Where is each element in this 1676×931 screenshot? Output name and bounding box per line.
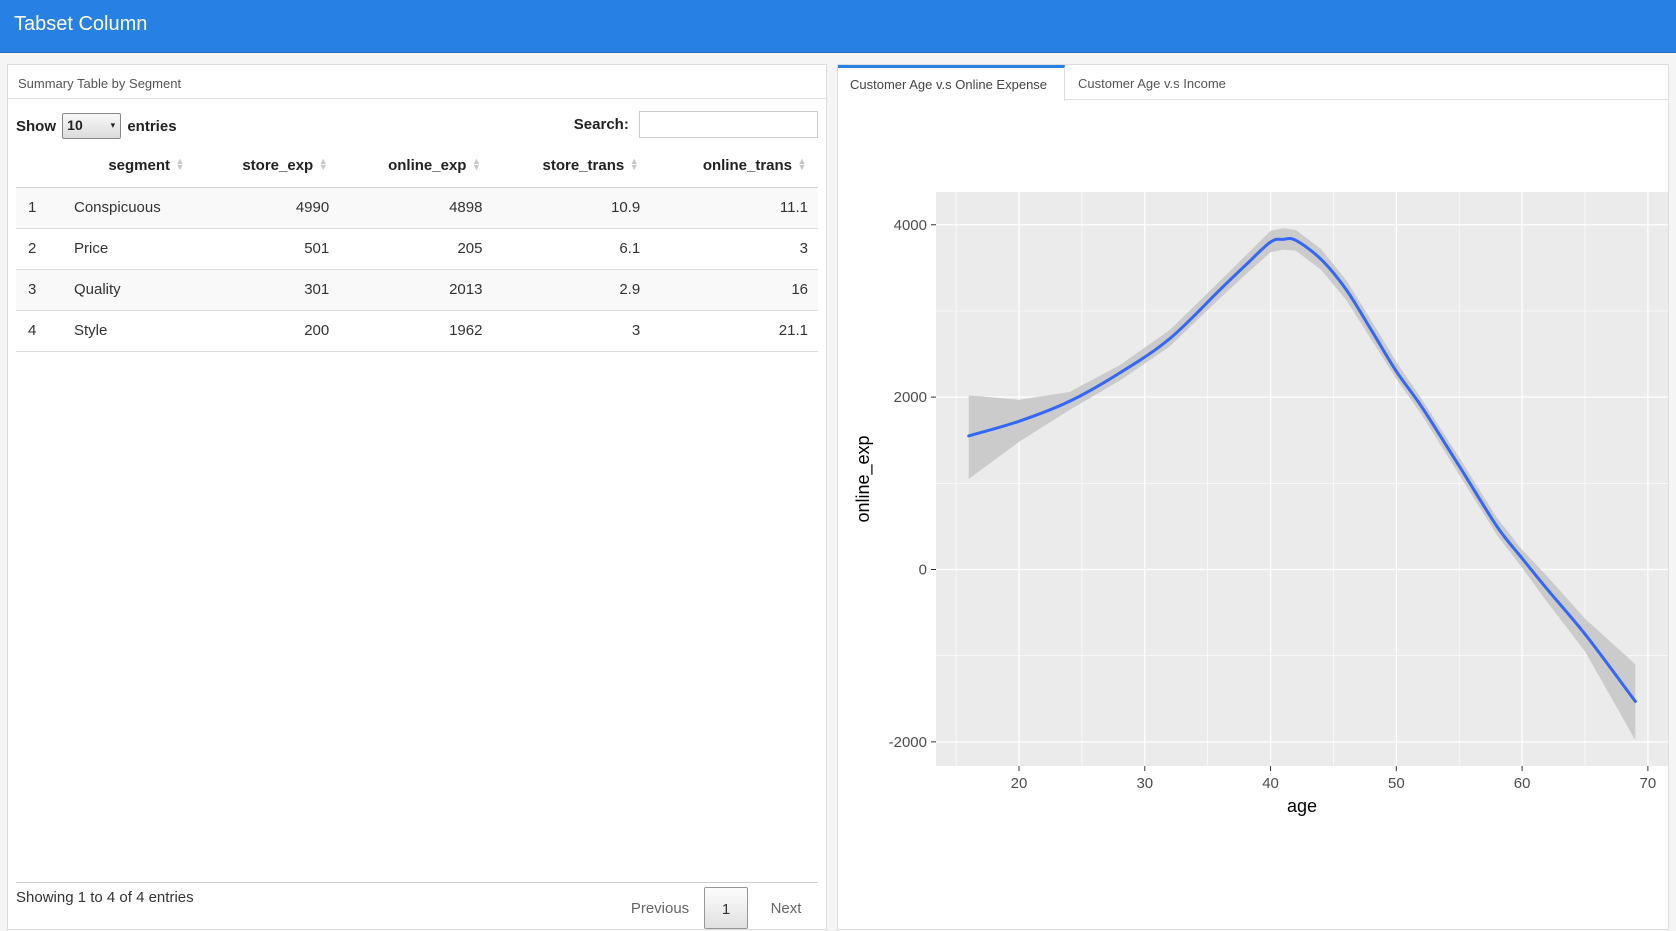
chart-card: Customer Age v.s Online Expense Customer… — [837, 64, 1669, 930]
cell-online-exp: 205 — [339, 228, 493, 270]
previous-page-button[interactable]: Previous — [630, 900, 690, 917]
cell-store-trans: 6.1 — [492, 228, 651, 270]
column-header-label: store_exp — [242, 157, 314, 175]
smooth-line — [967, 236, 1637, 703]
column-header-index — [16, 145, 66, 188]
sort-icon: ▲ ▼ — [797, 156, 807, 173]
x-tick-label: 70 — [1640, 775, 1657, 792]
column-header-store-exp[interactable]: store_exp ▲ ▼ — [196, 145, 340, 188]
confidence-band — [968, 228, 1636, 741]
chevron-down-icon: ▾ — [110, 120, 116, 130]
x-tick-label: 20 — [1011, 775, 1028, 792]
column-header-label: online_exp — [388, 157, 467, 175]
tab-age-vs-online-expense[interactable]: Customer Age v.s Online Expense — [838, 65, 1065, 101]
cell-store-exp: 501 — [196, 228, 340, 270]
column-header-segment[interactable]: segment ▲ ▼ — [66, 145, 196, 188]
chart-tabs: Customer Age v.s Online Expense Customer… — [838, 65, 1668, 101]
table-info: Showing 1 to 4 of 4 entries — [16, 889, 194, 906]
cell-online-trans: 21.1 — [650, 310, 818, 352]
search-label: Search: — [573, 116, 629, 133]
cell-store-exp: 200 — [196, 310, 340, 352]
cell-online-exp: 1962 — [339, 310, 493, 352]
column-header-online-exp[interactable]: online_exp ▲ ▼ — [339, 145, 493, 188]
table-row[interactable]: 4 Style 200 1962 3 21.1 — [16, 310, 818, 352]
page-1-button[interactable]: 1 — [704, 887, 748, 929]
x-tick-label: 60 — [1514, 775, 1531, 792]
cell-segment: Conspicuous — [66, 187, 196, 229]
length-prefix: Show — [16, 117, 56, 135]
length-menu: Show 10 ▾ entries — [16, 113, 177, 139]
navbar: Tabset Column — [0, 0, 1676, 53]
next-page-button[interactable]: Next — [770, 900, 802, 917]
sort-icon: ▲ ▼ — [629, 156, 639, 173]
table-row[interactable]: 2 Price 501 205 6.1 3 — [16, 228, 818, 270]
table-row[interactable]: 1 Conspicuous 4990 4898 10.9 11.1 — [16, 187, 818, 229]
cell-online-exp: 4898 — [339, 187, 493, 229]
cell-online-trans: 11.1 — [650, 187, 818, 229]
x-tick-label: 40 — [1262, 775, 1279, 792]
length-suffix: entries — [127, 117, 177, 135]
sort-icon: ▲ ▼ — [472, 156, 481, 173]
pagination: Previous 1 Next — [618, 887, 818, 931]
card-title: Summary Table by Segment — [8, 65, 826, 99]
column-header-label: online_trans — [702, 157, 792, 175]
y-tick-label: 0 — [919, 561, 927, 578]
sort-icon: ▲ ▼ — [175, 156, 185, 173]
y-tick-label: -2000 — [889, 734, 927, 751]
summary-table-card: Summary Table by Segment Show 10 ▾ entri… — [7, 64, 827, 930]
cell-store-exp: 301 — [196, 269, 340, 311]
entries-select-value: 10 — [67, 117, 83, 133]
entries-select[interactable]: 10 ▾ — [62, 113, 122, 139]
cell-segment: Quality — [66, 269, 196, 311]
online-expense-chart: 20 30 40 50 60 70 -2000 0 2000 4000 age online_exp — [853, 192, 1668, 816]
summary-table: segment ▲ ▼ store_exp ▲ ▼ online_exp ▲ ▼ store… — [16, 145, 818, 352]
cell-segment: Style — [66, 310, 196, 352]
plot-panel — [936, 192, 1668, 766]
sort-icon: ▲ ▼ — [318, 156, 328, 173]
column-header-label: store_trans — [542, 157, 625, 175]
cell-online-trans: 16 — [650, 269, 818, 311]
tab-age-vs-income[interactable]: Customer Age v.s Income — [1078, 76, 1226, 91]
cell-online-trans: 3 — [650, 228, 818, 270]
y-axis-label: online_exp — [853, 435, 874, 522]
cell-segment: Price — [66, 228, 196, 270]
table-header-row: segment ▲ ▼ store_exp ▲ ▼ online_exp ▲ ▼ store… — [16, 145, 818, 188]
cell-index: 4 — [16, 310, 66, 352]
table-footer: Showing 1 to 4 of 4 entries Previous 1 N… — [16, 882, 818, 931]
x-tick-label: 30 — [1136, 775, 1153, 792]
cell-store-trans: 3 — [492, 310, 651, 352]
cell-index: 3 — [16, 269, 66, 311]
cell-index: 1 — [16, 187, 66, 229]
search-box: Search: — [574, 111, 818, 138]
x-axis-label: age — [1287, 796, 1317, 816]
search-input[interactable] — [639, 111, 818, 138]
column-header-store-trans[interactable]: store_trans ▲ ▼ — [492, 145, 651, 188]
y-tick-label: 4000 — [894, 217, 927, 234]
x-tick-label: 50 — [1388, 775, 1405, 792]
cell-index: 2 — [16, 228, 66, 270]
table-row[interactable]: 3 Quality 301 2013 2.9 16 — [16, 269, 818, 311]
y-tick-label: 2000 — [894, 389, 927, 406]
cell-store-exp: 4990 — [196, 187, 340, 229]
app-title: Tabset Column — [14, 13, 148, 35]
column-header-online-trans[interactable]: online_trans ▲ ▼ — [650, 145, 818, 188]
cell-store-trans: 2.9 — [492, 269, 651, 311]
table-controls: Show 10 ▾ entries Search: — [16, 107, 818, 141]
cell-store-trans: 10.9 — [492, 187, 651, 229]
column-header-label: segment — [108, 157, 170, 175]
cell-online-exp: 2013 — [339, 269, 493, 311]
